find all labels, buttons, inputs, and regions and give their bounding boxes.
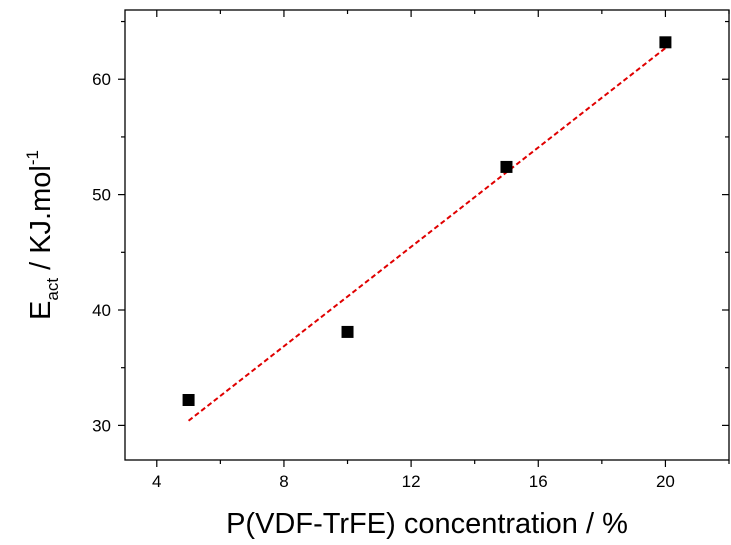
plot-frame xyxy=(124,9,730,461)
y-axis-title: Eact / KJ.mol-1 xyxy=(23,150,62,320)
data-point xyxy=(182,394,195,406)
y-tick-label: 40 xyxy=(92,301,111,320)
data-points xyxy=(182,36,672,406)
y-axis-title-superscript: -1 xyxy=(23,150,42,165)
fit-line xyxy=(187,47,667,422)
y-tick-label: 30 xyxy=(92,416,111,435)
y-tick-label: 60 xyxy=(92,70,111,89)
x-tick-label: 16 xyxy=(529,472,548,491)
y-axis-ticks: 30 40 50 60 xyxy=(92,20,729,435)
y-axis-title-unit: / KJ.mol xyxy=(25,165,57,278)
data-point xyxy=(341,325,354,338)
data-point xyxy=(500,160,513,173)
y-axis-title-base: E xyxy=(25,301,57,320)
x-axis-title: P(VDF-TrFE) concentration / % xyxy=(226,508,628,540)
x-tick-label: 12 xyxy=(402,472,421,491)
x-axis-ticks: 4 8 12 16 20 xyxy=(152,10,730,491)
fit-line-group xyxy=(187,47,667,422)
x-tick-label: 4 xyxy=(152,472,161,491)
x-tick-label: 20 xyxy=(656,472,675,491)
y-axis-title-subscript: act xyxy=(43,278,62,301)
x-tick-label: 8 xyxy=(279,472,288,491)
data-point xyxy=(659,36,672,49)
y-tick-label: 50 xyxy=(92,186,111,205)
